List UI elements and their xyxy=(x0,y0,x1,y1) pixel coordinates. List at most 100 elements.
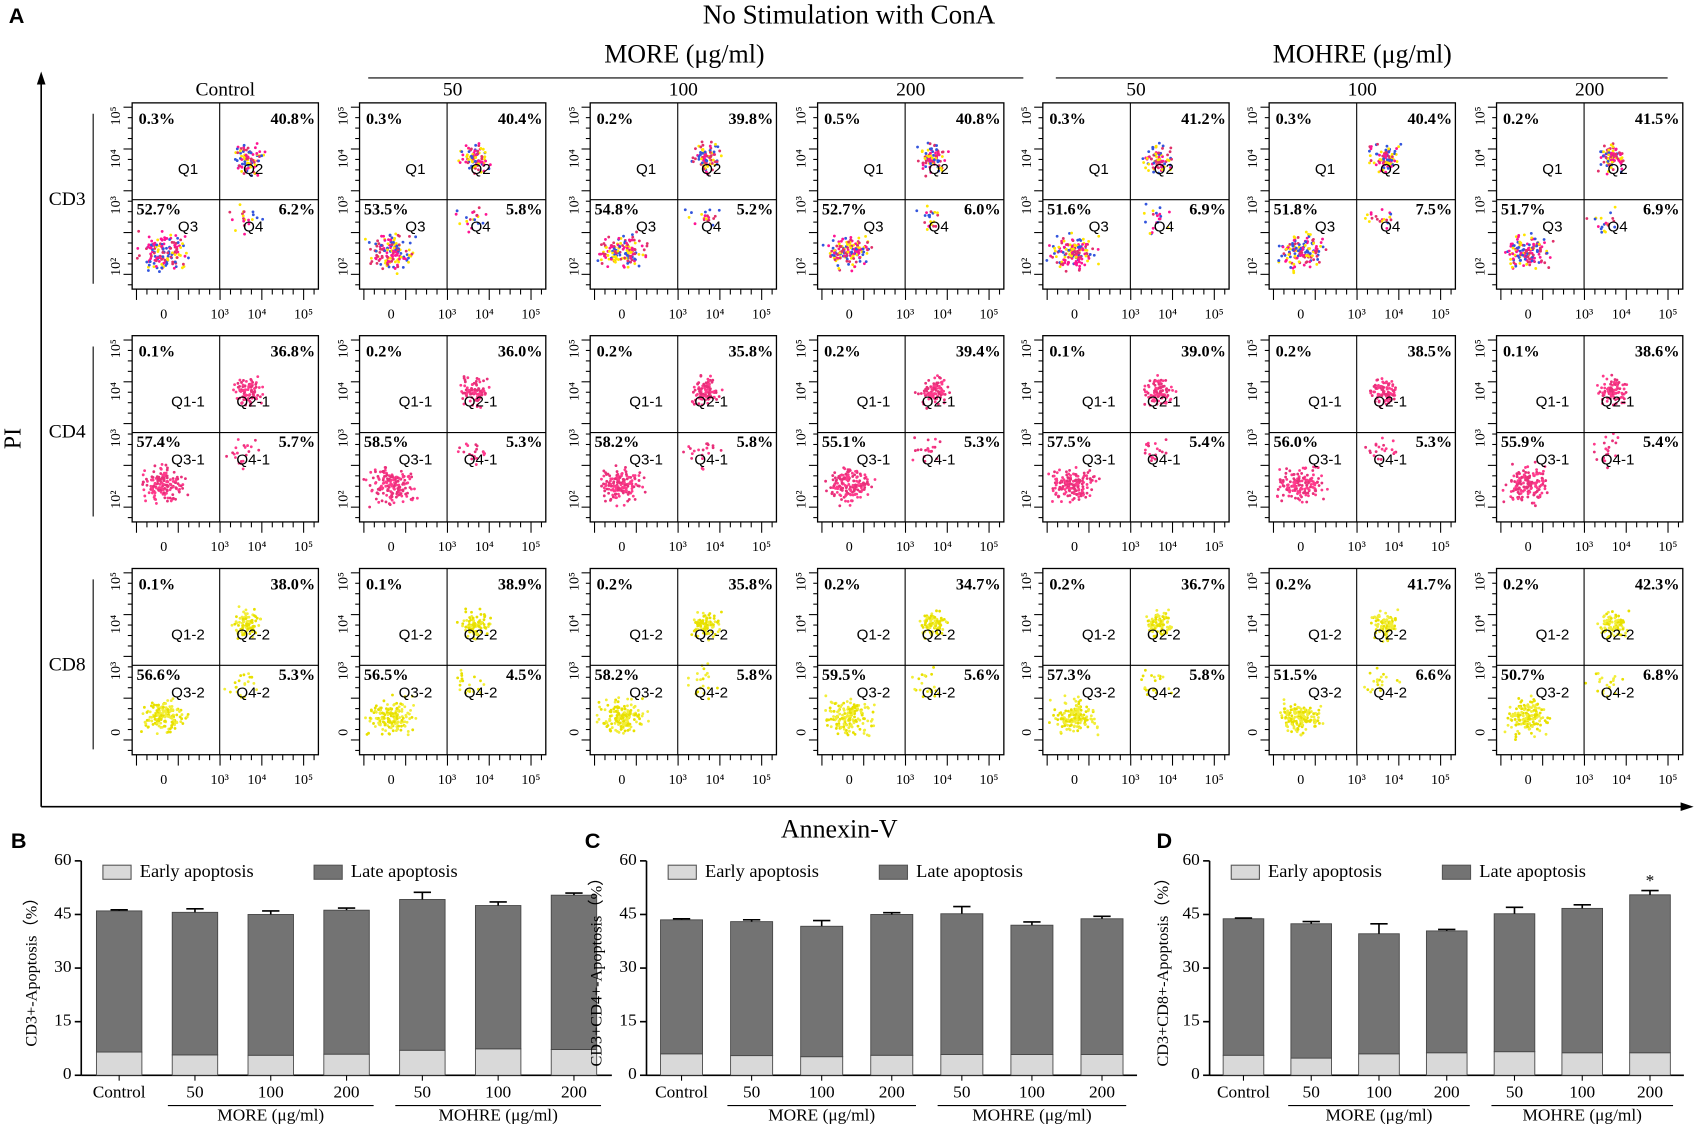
event-dot xyxy=(1291,242,1294,245)
y-tick-label: 10² xyxy=(1019,490,1035,508)
event-dot xyxy=(183,235,187,238)
event-dot xyxy=(928,165,932,169)
event-dot xyxy=(488,163,492,167)
event-dot xyxy=(239,389,243,393)
quadrant-percent: 5.8% xyxy=(506,200,543,218)
event-dot xyxy=(1171,388,1174,392)
event-dot xyxy=(155,721,159,725)
event-dot xyxy=(849,236,853,239)
x-tick-label: 10³ xyxy=(1121,539,1139,555)
x-tick-label: 10⁵ xyxy=(1658,306,1677,322)
event-dot xyxy=(611,251,615,255)
event-dot xyxy=(1152,382,1156,386)
event-dot xyxy=(938,440,942,444)
event-dot xyxy=(160,714,163,717)
quadrant-label: Q2-1 xyxy=(236,394,270,411)
event-dot xyxy=(477,144,481,148)
event-dot xyxy=(1083,263,1087,267)
event-dot xyxy=(162,471,166,475)
event-dot xyxy=(1281,245,1285,249)
event-dot xyxy=(1529,487,1533,490)
event-dot xyxy=(1141,157,1145,161)
event-dot xyxy=(849,499,853,503)
event-dot xyxy=(631,235,635,239)
event-dot xyxy=(258,155,261,158)
event-dot xyxy=(700,140,704,144)
event-dot xyxy=(465,216,468,219)
x-tick-label: 10⁵ xyxy=(1658,539,1677,555)
event-dot xyxy=(363,237,367,241)
event-dot xyxy=(1296,492,1299,496)
event-dot xyxy=(835,244,839,248)
event-dot xyxy=(475,447,479,451)
event-dot xyxy=(1142,388,1146,392)
quadrant-percent: 39.4% xyxy=(956,343,1001,361)
event-dot xyxy=(460,390,464,393)
event-dot xyxy=(923,157,927,160)
event-dot xyxy=(933,387,937,390)
event-dot xyxy=(1284,475,1288,479)
event-dot xyxy=(1519,491,1523,495)
event-dot xyxy=(1161,379,1165,383)
event-dot xyxy=(1081,477,1085,480)
event-dot xyxy=(1060,500,1063,503)
event-dot xyxy=(414,235,418,239)
event-dot xyxy=(181,242,184,246)
event-dot xyxy=(612,485,616,488)
event-dot xyxy=(633,241,637,245)
event-dot xyxy=(697,155,701,158)
event-dot xyxy=(1051,255,1054,259)
event-dot xyxy=(1057,495,1060,499)
event-dot xyxy=(1294,496,1297,500)
event-dot xyxy=(1077,498,1081,501)
event-dot xyxy=(1073,262,1077,265)
event-dot xyxy=(1058,481,1062,485)
event-dot xyxy=(160,266,164,270)
quadrant-percent: 39.0% xyxy=(1181,343,1226,361)
quadrant-percent: 0.3% xyxy=(1049,110,1086,128)
event-dot xyxy=(1054,491,1058,495)
event-dot xyxy=(1298,469,1301,472)
event-dot xyxy=(623,256,627,260)
event-dot xyxy=(402,481,405,485)
event-dot xyxy=(934,384,937,388)
event-dot xyxy=(709,374,712,378)
event-dot xyxy=(854,469,857,473)
event-dot xyxy=(614,260,617,264)
event-dot xyxy=(833,258,837,262)
event-dot xyxy=(255,216,259,220)
event-dot xyxy=(1280,499,1284,503)
event-dot xyxy=(391,693,394,697)
event-dot xyxy=(383,723,387,727)
event-dot xyxy=(380,254,384,258)
y-tick-label: 10³ xyxy=(1473,196,1489,214)
event-dot xyxy=(168,705,172,709)
quadrant-label: Q2 xyxy=(701,161,721,178)
event-dot xyxy=(470,156,474,160)
event-dot xyxy=(600,477,603,481)
event-dot xyxy=(485,377,489,381)
event-dot xyxy=(1526,492,1530,496)
event-dot xyxy=(855,476,859,479)
event-dot xyxy=(1385,218,1389,222)
event-dot xyxy=(247,615,251,619)
event-dot xyxy=(251,153,255,156)
event-dot xyxy=(482,169,486,173)
event-dot xyxy=(1081,237,1085,241)
event-dot xyxy=(1082,481,1085,484)
y-tick-label: 10² xyxy=(794,490,810,508)
event-dot xyxy=(621,244,624,247)
event-dot xyxy=(1395,160,1399,163)
event-dot xyxy=(166,496,170,500)
event-dot xyxy=(1512,244,1516,247)
event-dot xyxy=(406,481,410,485)
event-dot xyxy=(706,165,710,168)
event-dot xyxy=(1382,163,1386,167)
quadrant-label: Q1-1 xyxy=(1308,394,1342,411)
event-dot xyxy=(1055,261,1059,264)
event-dot xyxy=(152,703,156,707)
event-dot xyxy=(165,246,168,250)
event-dot xyxy=(397,485,401,489)
event-dot xyxy=(1511,252,1515,256)
event-dot xyxy=(1543,487,1547,491)
